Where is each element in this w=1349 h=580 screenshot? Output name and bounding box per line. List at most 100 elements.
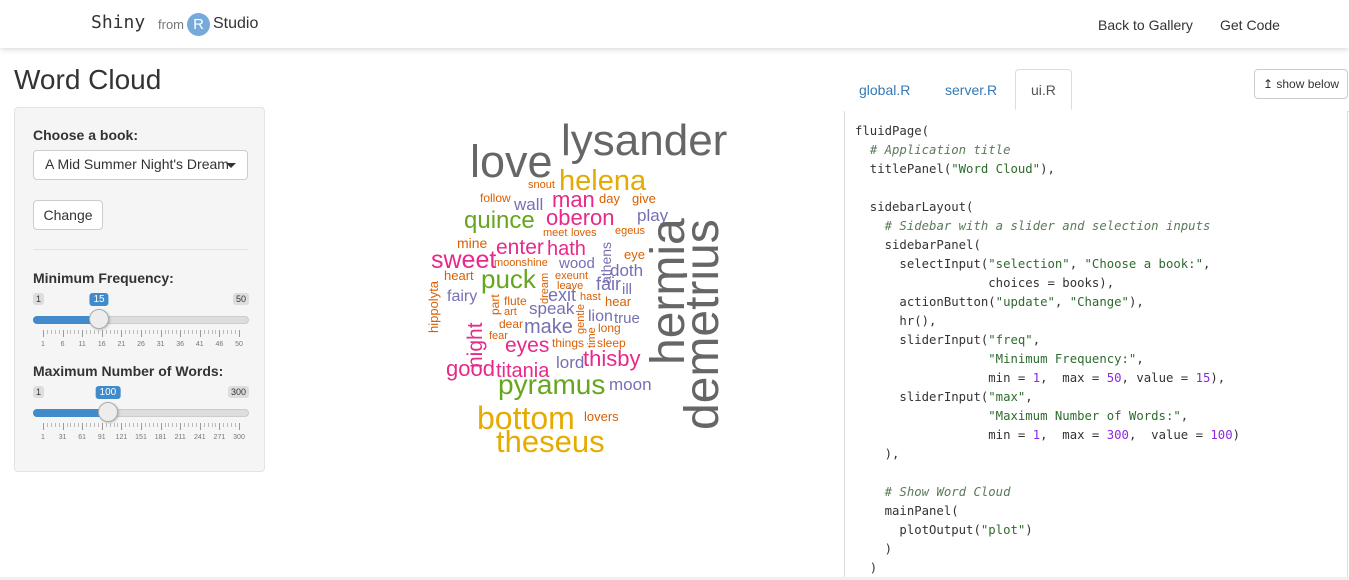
slider-minor-tick <box>211 423 213 427</box>
get-code-link[interactable]: Get Code <box>1220 17 1280 33</box>
slider-minor-tick <box>93 330 95 334</box>
slider-minor-tick <box>164 423 166 427</box>
word-loves: loves <box>571 227 597 239</box>
code-token: 1 <box>1032 428 1041 442</box>
code-token: "freq" <box>988 333 1033 347</box>
slider-value-label: 15 <box>89 293 109 306</box>
slider-tick <box>180 330 182 337</box>
code-line: min = 1, max = 300, value = 100) <box>855 426 1347 445</box>
code-block: fluidPage( # Application title titlePane… <box>845 111 1347 578</box>
code-token: "update" <box>995 295 1055 309</box>
code-token: plotOutput( <box>855 523 981 537</box>
slider-minor-tick <box>235 330 237 334</box>
code-line: # Sidebar with a slider and selection in… <box>855 217 1347 236</box>
code-line: ), <box>855 445 1347 464</box>
word-give: give <box>632 191 656 206</box>
slider-handle[interactable] <box>89 309 109 329</box>
slider-minor-tick <box>74 423 76 427</box>
word-meet: meet <box>543 227 567 239</box>
brand-shiny-text: Shiny <box>91 12 146 33</box>
word-demetrius: demetrius <box>676 219 729 430</box>
min-frequency-slider[interactable]: 1 50 15 1 6 11 16 21 26 31 36 41 46 50 <box>33 293 249 353</box>
code-line <box>855 179 1347 198</box>
slider-minor-tick <box>231 423 233 427</box>
slider-tick-label: 11 <box>78 341 86 348</box>
word-make: make <box>524 316 573 338</box>
code-token: "Choose a book:" <box>1084 257 1203 271</box>
slider-tick <box>101 423 103 430</box>
slider-tick-label: 31 <box>156 341 165 348</box>
slider-minor-tick <box>203 330 205 334</box>
word-egeus: egeus <box>615 225 645 237</box>
slider-tick <box>141 330 142 337</box>
navbar: Shiny from R Studio Back to Gallery Get … <box>0 0 1349 48</box>
tab-server-r[interactable]: server.R <box>945 82 998 98</box>
code-token: , <box>1069 257 1085 271</box>
code-token: sidebarPanel( <box>855 238 981 252</box>
slider-tick-label: 1 <box>41 341 45 348</box>
slider-handle[interactable] <box>97 402 118 422</box>
tab-global-r[interactable]: global.R <box>859 82 911 98</box>
slider-minor-tick <box>172 423 174 427</box>
word-lysander: lysander <box>561 116 727 165</box>
slider-minor-tick <box>168 423 170 427</box>
slider-tick-label: 21 <box>117 341 126 348</box>
slider-tick-label: 46 <box>215 341 224 348</box>
show-below-button[interactable]: ↥ show below <box>1254 69 1348 99</box>
code-token: # Application title <box>869 143 1011 157</box>
word-helena: helena <box>559 165 647 197</box>
slider-minor-tick <box>215 330 217 334</box>
page-title: Word Cloud <box>14 64 162 95</box>
slider-tick-label: 211 <box>174 434 186 441</box>
word-athens: athens <box>598 242 614 284</box>
word-oberon: oberon <box>546 205 615 230</box>
word-doth: doth <box>610 261 643 280</box>
slider-minor-tick <box>105 423 107 427</box>
code-token: min = <box>855 371 1033 385</box>
slider-tick <box>62 330 64 337</box>
slider-minor-tick <box>109 423 111 427</box>
code-line: "Minimum Frequency:", <box>855 350 1347 369</box>
slider-minor-tick <box>50 330 52 334</box>
word-puck: puck <box>481 264 537 294</box>
brand-from-text: from <box>158 17 184 32</box>
max-words-slider[interactable]: 1 300 100 1 31 61 91 121 151 181 211 241 271 300 <box>33 386 249 446</box>
slider-tick <box>239 330 240 337</box>
change-button[interactable]: Change <box>33 200 103 230</box>
slider-minor-tick <box>137 330 139 334</box>
slider-tick <box>121 330 123 337</box>
word-leave: leave <box>557 280 583 292</box>
slider-tick <box>43 330 44 337</box>
code-line: actionButton("update", "Change"), <box>855 293 1347 312</box>
word-love: love <box>470 136 553 187</box>
tab-ui-r[interactable]: ui.R <box>1015 69 1072 110</box>
code-token: 15 <box>1195 371 1211 385</box>
slider-tick-label: 50 <box>235 341 243 348</box>
code-token <box>855 409 988 423</box>
code-token: , <box>1180 409 1189 423</box>
slider-tick <box>141 423 142 430</box>
code-token: "Word Cloud" <box>951 162 1041 176</box>
slider-tick <box>121 423 123 430</box>
book-select[interactable]: A Mid Summer Night's Dream <box>33 150 248 180</box>
slider-minor-tick <box>117 330 119 334</box>
slider-minor-tick <box>164 330 166 334</box>
sidebar-panel: Choose a book: A Mid Summer Night's Drea… <box>14 107 265 472</box>
slider-minor-tick <box>113 330 115 334</box>
code-token: ) <box>855 542 893 556</box>
word-dream: dream <box>539 273 551 304</box>
word-fear: fear <box>489 330 508 342</box>
slider-minor-tick <box>227 423 229 427</box>
slider-minor-tick <box>188 330 190 334</box>
code-line: min = 1, max = 50, value = 15), <box>855 369 1347 388</box>
slider-min-label: 1 <box>33 293 45 305</box>
code-token: ) <box>1025 523 1033 537</box>
back-to-gallery-link[interactable]: Back to Gallery <box>1098 17 1193 33</box>
code-line: selectInput("selection", "Choose a book:… <box>855 255 1347 274</box>
code-token: ), <box>1040 162 1055 176</box>
word-eye: eye <box>624 247 645 262</box>
code-line: plotOutput("plot") <box>855 521 1347 540</box>
slider-minor-tick <box>188 423 190 427</box>
slider-minor-tick <box>235 423 237 427</box>
code-line: ) <box>855 540 1347 559</box>
